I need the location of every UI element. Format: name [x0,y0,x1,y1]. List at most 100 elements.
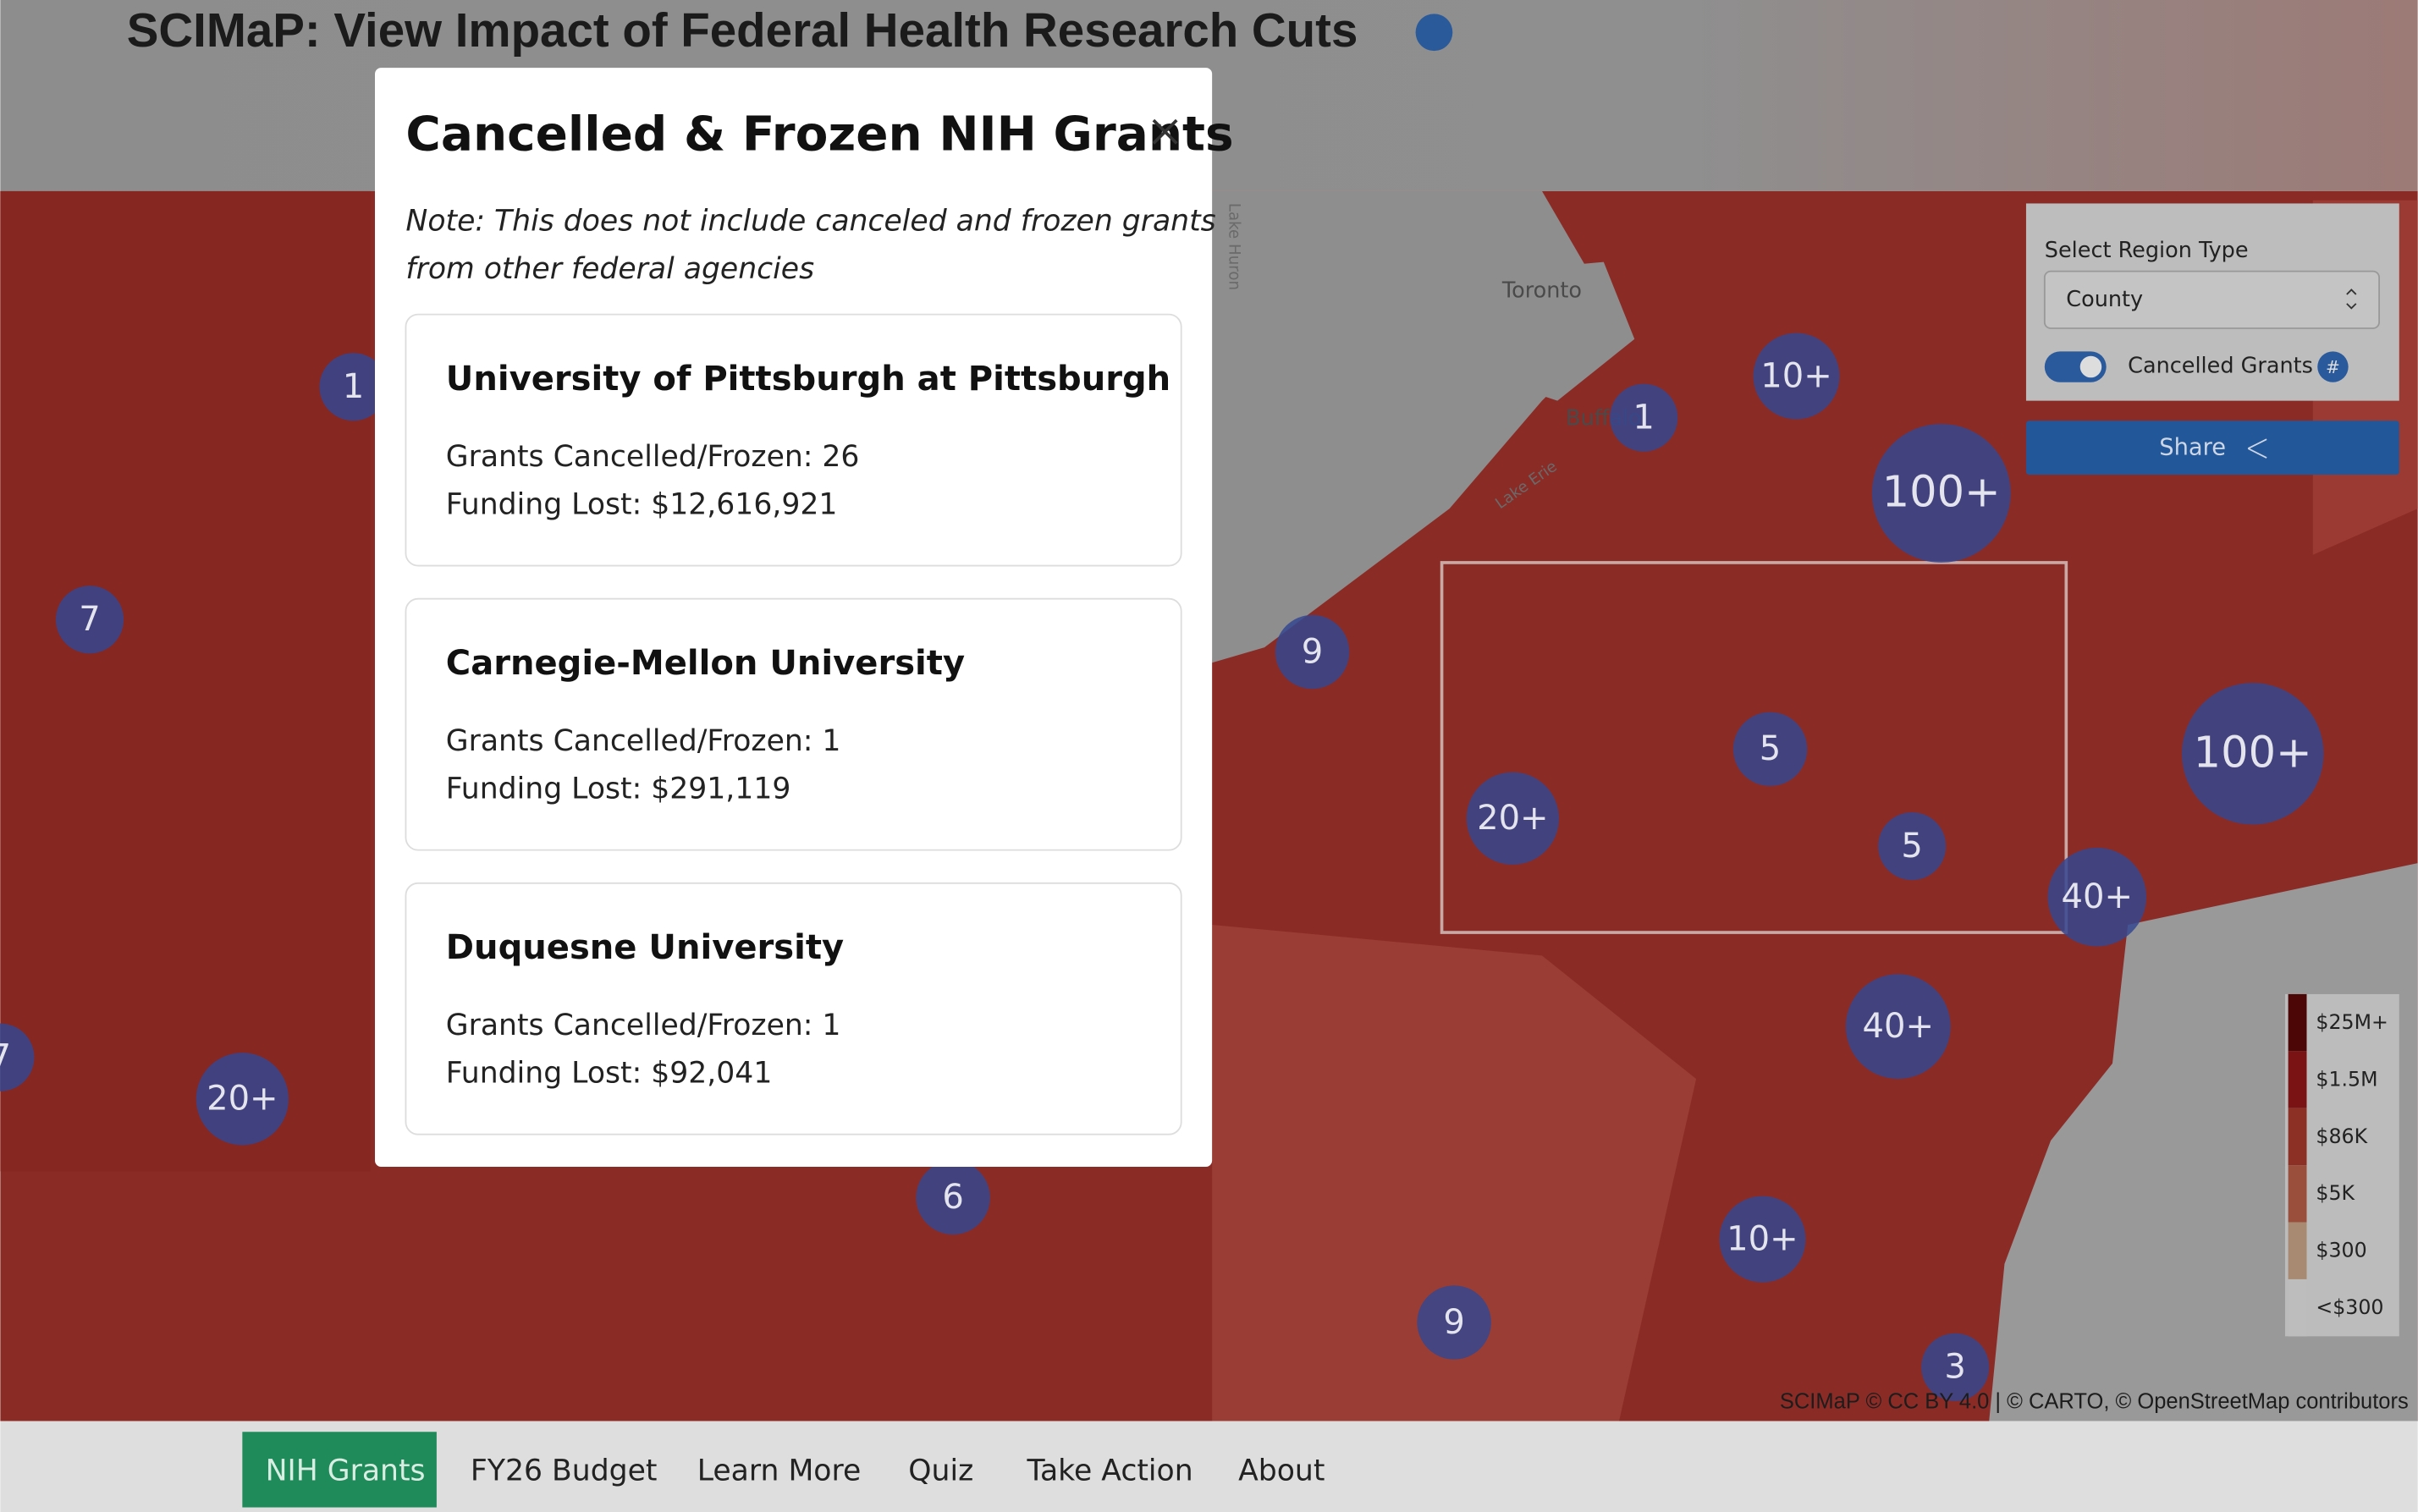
cluster[interactable] [2047,847,2147,947]
grant-card [405,597,1182,851]
modal-title: Cancelled & Frozen NIH Grants [405,107,1233,162]
cluster[interactable] [1921,1333,1990,1401]
funding-label: Funding Lost: [446,1057,642,1091]
legend-swatch [2288,1222,2307,1279]
cluster-label: 5 [1901,827,1923,866]
modal-note: Note: This does not include canceled and… [405,204,1215,238]
cluster-label: 20+ [207,1080,278,1119]
cluster-label: 100+ [2194,729,2312,778]
grants-label: Grants Cancelled/Frozen: [446,440,813,474]
badge [2317,351,2349,382]
region-select[interactable] [2043,270,2381,329]
grants-line: Grants Cancelled/Frozen: 26 [446,440,860,474]
cluster-label: 5 [1760,729,1782,768]
funding-value: $291,119 [651,772,790,806]
share-label: Share [2159,435,2226,461]
grants-value: 1 [822,1009,840,1042]
institution-name: University of Pittsburgh at Pittsburgh [446,360,1170,399]
share-button[interactable] [2025,421,2399,476]
cluster-label: 40+ [1862,1007,1934,1046]
cluster[interactable] [916,1160,990,1235]
legend-swatch [2288,993,2307,1052]
place-label: Toronto [1501,278,1582,303]
grants-line: Grants Cancelled/Frozen: 1 [446,724,841,758]
legend-swatch [2288,1051,2307,1108]
funding-value: $12,616,921 [651,487,837,521]
page-title: SCIMaP: View Impact of Federal Health Re… [127,3,1358,57]
cluster-label: 9 [1302,632,1324,671]
cluster-label: 9 [1443,1303,1465,1342]
attribution: SCIMaP © CC BY 4.0 | © CARTO, © OpenStre… [1780,1389,2409,1413]
map-region [1212,924,1697,1421]
funding-line: Funding Lost: $92,041 [446,1057,773,1091]
legend-swatch [2288,1165,2307,1223]
cluster[interactable] [196,1053,289,1146]
legend-label: <$300 [2316,1295,2383,1319]
cluster[interactable] [1275,614,1350,690]
lake [1434,261,1635,401]
cluster[interactable] [1417,1285,1491,1360]
nav-item[interactable]: Learn More [697,1454,862,1488]
nav-item[interactable]: Quiz [908,1454,973,1488]
grants-value: 26 [822,440,859,474]
legend-swatch [2288,1278,2307,1337]
grant-card [405,882,1182,1135]
badge-label: # [2326,357,2340,377]
cluster[interactable] [2181,682,2324,825]
cluster[interactable] [1719,1196,1806,1283]
cluster[interactable] [1871,423,2011,563]
legend-label: $300 [2316,1239,2366,1262]
funding-label: Funding Lost: [446,772,642,806]
grants-label: Grants Cancelled/Frozen: [446,1009,813,1042]
cluster[interactable] [1753,333,1840,420]
cluster-label: 1 [1633,398,1655,437]
share-icon [2247,438,2267,459]
cluster[interactable] [0,1023,35,1091]
place-label: Lake Huron [1226,203,1243,290]
funding-line: Funding Lost: $12,616,921 [446,487,838,521]
info-icon[interactable] [1415,14,1453,52]
cluster-label: 100+ [1882,468,2001,518]
region-label: Select Region Type [2045,238,2249,263]
cluster[interactable] [55,586,124,654]
legend-label: $25M+ [2316,1010,2388,1034]
map-region [0,190,371,1172]
close-button[interactable] [1152,118,1178,145]
grant-card [405,313,1182,567]
cluster-label: 10+ [1727,1219,1798,1258]
institution-name: Duquesne University [446,928,844,967]
nav-item[interactable]: About [1238,1454,1325,1488]
institution-name: Carnegie-Mellon University [446,644,965,683]
nav-item[interactable]: FY26 Budget [471,1454,658,1488]
legend-swatch [2288,1108,2307,1166]
cluster-label: 1 [343,367,364,406]
cluster-label: 10+ [1760,356,1832,395]
cluster[interactable] [1732,712,1808,787]
cluster-label: 6 [942,1178,964,1217]
cluster[interactable] [1878,811,1947,881]
legend-label: $5K [2316,1181,2355,1205]
grants-line: Grants Cancelled/Frozen: 1 [446,1009,841,1042]
cluster-label: 20+ [1477,799,1549,838]
cluster[interactable] [1845,974,1951,1080]
nav-active[interactable] [242,1432,437,1508]
modal-note: from other federal agencies [405,252,814,286]
region-value: County [2066,287,2143,312]
toggle-label: Cancelled Grants [2128,354,2313,379]
toggle-knob [2079,355,2102,378]
legend-label: $1.5M [2316,1067,2377,1091]
funding-line: Funding Lost: $291,119 [446,772,791,806]
funding-value: $92,041 [651,1057,772,1091]
cluster-label: 40+ [2061,877,2133,916]
nav-item[interactable]: NIH Grants [266,1454,426,1488]
cluster-label: 7 [79,600,100,639]
nav-item[interactable]: Take Action [1027,1454,1193,1488]
cluster[interactable] [1466,772,1560,865]
legend-label: $86K [2316,1124,2368,1148]
cluster-label: 3 [1944,1348,1966,1387]
cluster[interactable] [1610,383,1678,452]
cluster[interactable] [319,353,388,421]
funding-label: Funding Lost: [446,487,642,521]
